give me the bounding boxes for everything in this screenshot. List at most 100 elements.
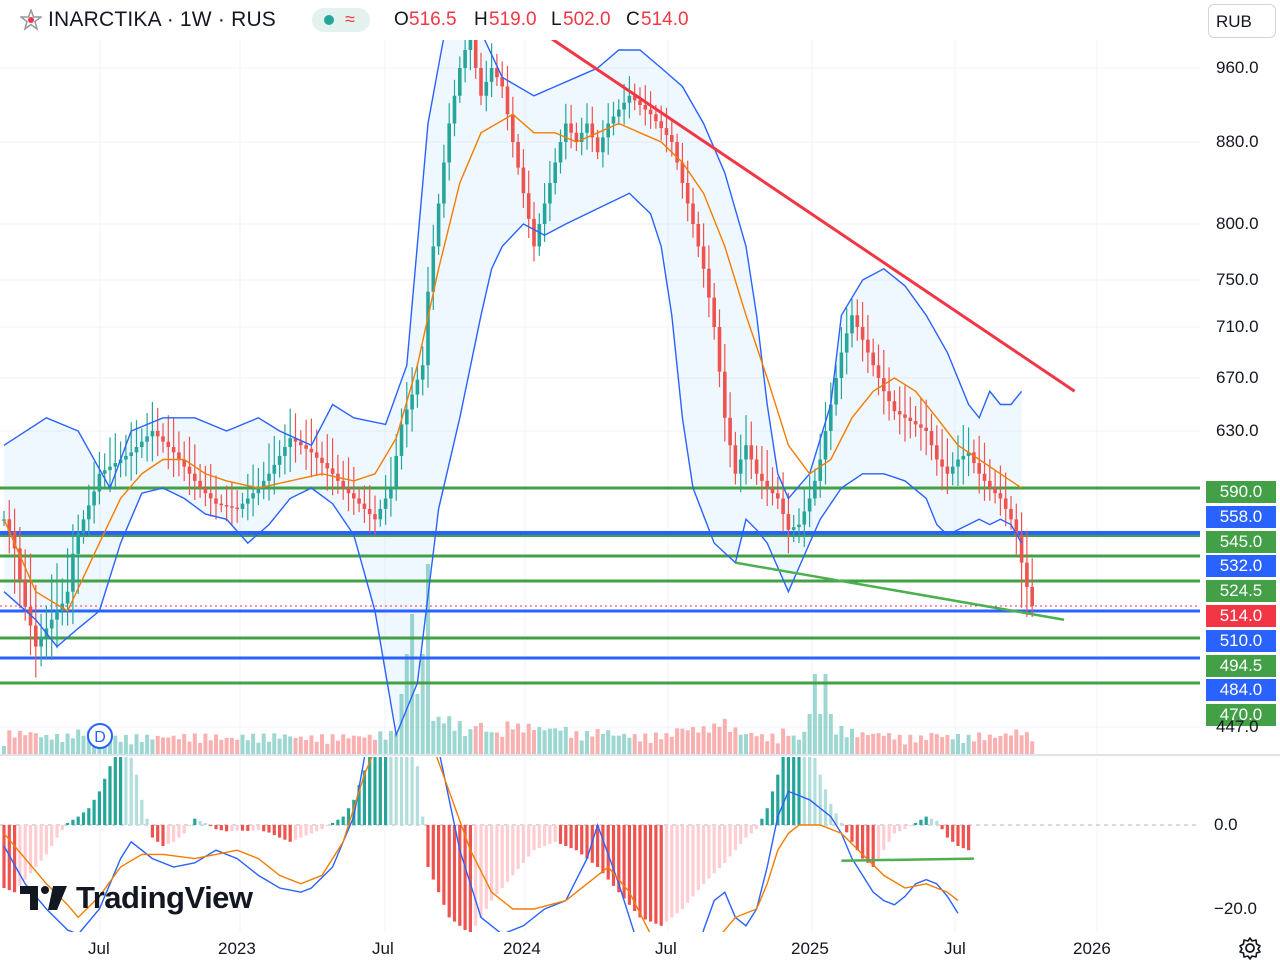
macd-histogram-bar [219,825,223,831]
candle-body [399,424,404,456]
price-label: 558.0 [1206,505,1276,528]
high-label: H [474,9,488,30]
macd-histogram-bar [108,766,112,825]
volume-bar [272,733,277,754]
macd-histogram-bar [887,825,891,842]
volume-bar [457,721,462,754]
candle-body [993,488,997,494]
close-label: C [626,9,640,30]
candle-body [383,498,388,509]
volume-bar [134,734,139,754]
macd-histogram-bar [426,825,430,867]
candle-body [521,167,526,194]
candle-body [240,503,245,509]
volume-bar [728,731,733,754]
candle-body [712,297,716,327]
macd-histogram-bar [177,825,181,838]
volume-bar [510,729,515,754]
macd-histogram-bar [919,819,923,825]
macd-histogram-bar [288,825,292,842]
candle-body [654,114,658,122]
candle-body [670,135,674,142]
macd-histogram-bar [362,770,366,825]
macd-histogram-bar [140,799,144,825]
macd-histogram-bar [664,825,669,922]
volume-bar [632,734,637,754]
low-label: L [551,9,562,30]
candle-body [155,431,160,437]
macd-histogram-bar [166,825,170,844]
candle-body [49,619,54,629]
price-label: 484.0 [1206,679,1276,702]
volume-bar [203,733,208,754]
volume-bar [971,741,976,754]
macd-histogram-bar [437,825,441,893]
volume-bar [473,726,478,754]
volume-bar [1014,729,1019,754]
candle-body [696,224,701,247]
candle-body [87,505,91,520]
macd-histogram-bar [558,825,563,844]
candle-body [320,457,324,464]
volume-bar [129,744,134,754]
candle-body [685,183,690,204]
x-axis-tick: Jul [655,939,677,958]
macd-histogram-bar [256,825,260,831]
macd-histogram-bar [2,825,6,888]
tradingview-mark-icon [20,886,67,910]
market-status-pill[interactable]: ≈ [312,8,370,32]
volume-bar [993,737,998,754]
volume-bar [187,741,192,754]
macd-histogram-bar [755,825,759,830]
volume-bar [113,735,118,754]
volume-bar [182,734,187,754]
macd-histogram-bar [532,825,536,851]
volume-bar [7,730,12,754]
candle-body [569,123,573,133]
candle-body [574,132,579,142]
volume-bar [818,714,823,754]
currency-button[interactable]: RUB [1208,4,1276,38]
candle-body [648,109,653,115]
candle-body [988,480,992,488]
macd-histogram-bar [749,825,753,834]
candle-body [675,142,679,163]
volume-bar [463,736,468,754]
macd-histogram-bar [627,825,631,905]
candle-body [606,123,610,138]
volume-bar [256,742,261,754]
macd-histogram-bar [240,825,245,831]
macd-histogram-bar [871,825,875,867]
macd-histogram-bar [251,825,255,831]
candle-body [823,431,828,460]
price-label: 532.0 [1206,555,1276,578]
volume-bar [81,735,86,754]
volume-bar [585,731,589,754]
tradingview-brand[interactable]: TradingView [20,880,253,916]
volume-bar [123,734,128,754]
open-label: O [394,9,409,30]
macd-histogram-bar [389,757,393,825]
macd-histogram-bar [394,757,398,825]
volume-bar [855,737,860,754]
candle-body [12,531,17,549]
volume-bar [267,741,271,754]
volume-bar [691,727,695,754]
settings-gear-icon[interactable] [1238,936,1262,960]
candle-body [177,452,181,460]
volume-bar [298,736,303,754]
candle-body [622,102,626,110]
volume-bar [717,726,722,754]
macd-histogram-bar [850,825,854,842]
macd-histogram-bar [60,825,64,831]
dividend-marker[interactable]: D [87,723,113,749]
macd-histogram-bar [956,825,960,846]
macd-histogram-bar [903,825,907,830]
volume-bar [759,734,764,754]
x-axis-tick: Jul [944,939,966,958]
volume-bar [844,737,849,754]
candle-body [81,519,86,534]
symbol-title[interactable]: INARCTIKA · 1W · RUS [48,8,277,31]
